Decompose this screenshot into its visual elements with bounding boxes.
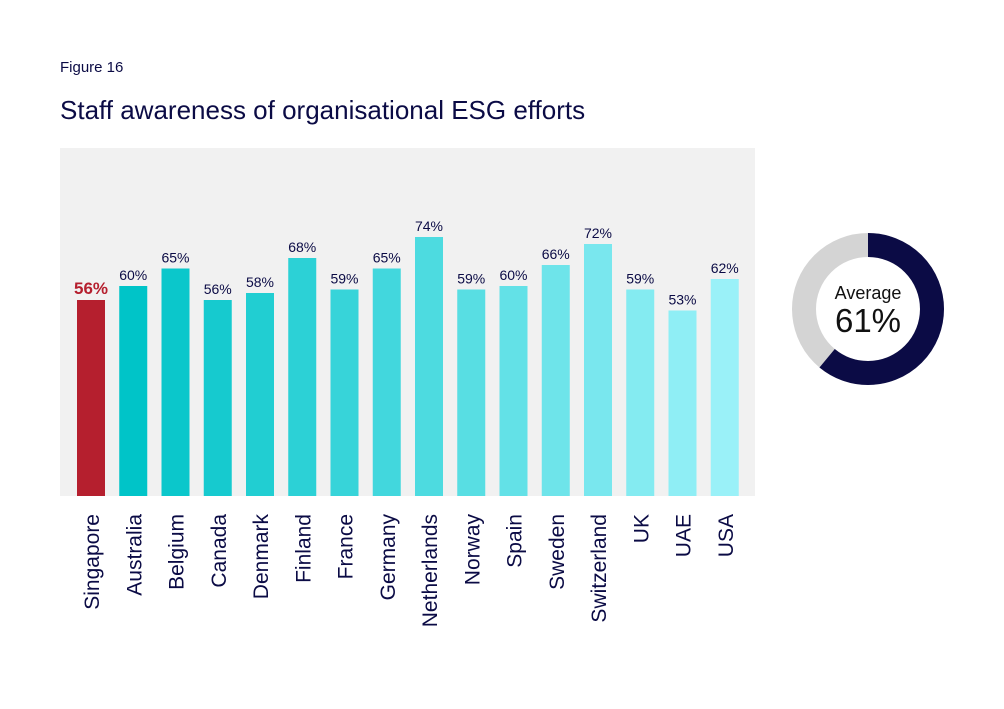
category-label-norway: Norway <box>461 514 484 586</box>
average-donut <box>792 233 944 385</box>
donut-value-arc <box>792 233 944 385</box>
category-label-belgium: Belgium <box>166 514 189 590</box>
value-label-australia: 60% <box>119 267 147 283</box>
bar-denmark <box>246 293 274 496</box>
value-label-uk: 59% <box>626 271 654 287</box>
bars-group <box>77 237 739 496</box>
category-label-australia: Australia <box>123 514 146 596</box>
bar-uk <box>626 289 655 496</box>
bar-netherlands <box>415 237 443 496</box>
average-value: 61% <box>834 302 902 339</box>
value-label-singapore: 56% <box>74 279 108 298</box>
value-label-denmark: 58% <box>246 274 274 290</box>
category-label-usa: USA <box>715 514 738 557</box>
bar-france <box>330 289 359 496</box>
value-labels-group: 56% 60% 65% 56% 58% 68% 59% 65% 74% 59% 60% 66% 72% 5… <box>74 218 739 308</box>
value-label-norway: 59% <box>457 271 485 287</box>
value-label-switzerland: 72% <box>584 225 612 241</box>
bar-switzerland <box>584 244 612 496</box>
bar-germany <box>372 268 401 496</box>
category-label-sweden: Sweden <box>546 514 569 590</box>
category-label-germany: Germany <box>377 514 400 601</box>
value-label-canada: 56% <box>204 281 232 297</box>
value-label-finland: 68% <box>288 239 316 255</box>
category-label-uae: UAE <box>673 514 696 557</box>
bar-norway <box>457 289 486 496</box>
category-labels-group: Singapore Australia Belgium Canada Denmark Fi… <box>81 514 738 628</box>
value-label-germany: 65% <box>373 250 401 266</box>
category-label-denmark: Denmark <box>250 514 273 600</box>
value-label-netherlands: 74% <box>415 218 443 234</box>
category-label-spain: Spain <box>504 514 527 568</box>
chart-title: Staff awareness of organisational ESG ef… <box>60 95 586 125</box>
category-label-france: France <box>335 514 358 579</box>
category-label-switzerland: Switzerland <box>588 514 611 623</box>
bar-uae <box>668 310 697 496</box>
figure-label: Figure 16 <box>60 59 124 76</box>
value-label-uae: 53% <box>668 292 696 308</box>
bar-spain <box>499 286 528 496</box>
category-label-uk: UK <box>630 514 653 543</box>
bar-usa <box>710 279 739 496</box>
value-label-usa: 62% <box>711 260 739 276</box>
value-label-sweden: 66% <box>542 246 570 262</box>
value-label-belgium: 65% <box>161 250 189 266</box>
bar-finland <box>288 258 317 496</box>
category-label-singapore: Singapore <box>81 514 104 610</box>
bar-singapore <box>77 300 105 496</box>
bar-belgium <box>161 268 190 496</box>
bar-canada <box>203 300 232 496</box>
category-label-canada: Canada <box>208 514 231 588</box>
average-caption: Average <box>834 283 902 303</box>
category-label-netherlands: Netherlands <box>419 514 442 627</box>
value-label-spain: 60% <box>499 267 527 283</box>
bar-sweden <box>541 265 570 496</box>
bar-australia <box>119 286 148 496</box>
value-label-france: 59% <box>330 271 358 287</box>
category-label-finland: Finland <box>292 514 315 583</box>
